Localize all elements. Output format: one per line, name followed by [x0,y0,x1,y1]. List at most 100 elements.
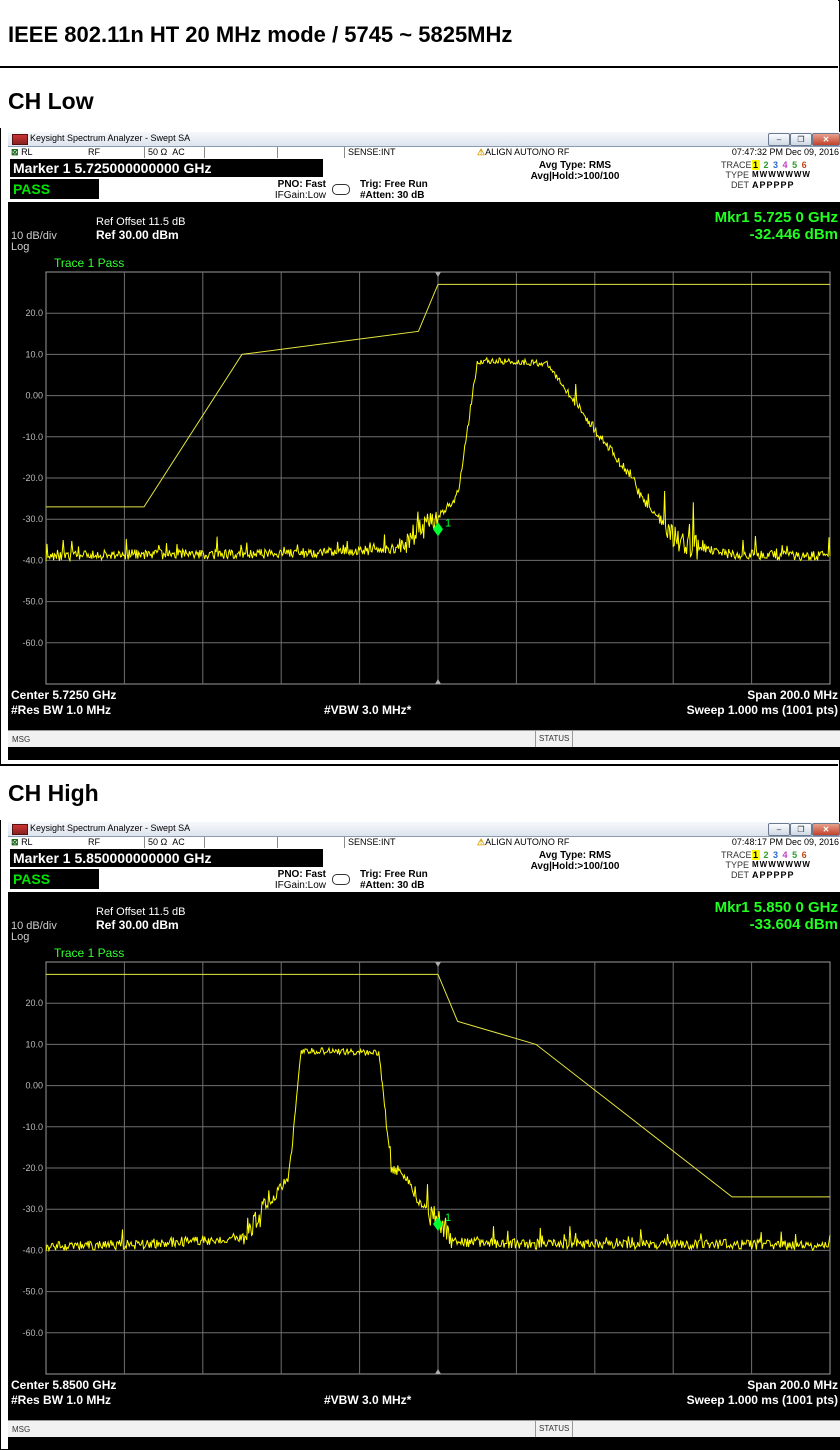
marker-readout: Marker 1 5.850000000000 GHz [10,849,323,867]
limit-line [46,283,830,508]
marker-level-readout: -33.604 dBm [749,916,838,933]
y-tick-label: -60.0 [22,638,43,648]
y-tick-label: -40.0 [22,1245,43,1255]
marker-freq-readout: Mkr1 5.725 0 GHz [714,209,838,226]
limit-line [46,973,830,1198]
center-freq: Center 5.8500 GHz [11,1378,117,1392]
impedance-label: 50 Ω AC [144,147,185,158]
center-marker-top [435,962,441,967]
trig-label: Trig: Free Run #Atten: 30 dB [360,179,428,201]
type-values: MWWWWWW [752,170,811,179]
log-label: Log [11,241,30,253]
center-marker-bottom [435,1369,441,1374]
marker-1-diamond [433,522,443,537]
ch-high-heading: CH High [8,780,99,806]
trig-label: Trig: Free Run #Atten: 30 dB [360,869,428,891]
trigger-loop-icon [332,874,350,885]
y-tick-label: -30.0 [22,1204,43,1214]
window-titlebar: Keysight Spectrum Analyzer - Swept SA – … [8,822,840,837]
y-tick-label: 20.0 [25,308,43,318]
trace-numbers: 1 2 3 4 5 6 [752,160,808,170]
minimize-button[interactable]: – [768,133,790,146]
span: Span 200.0 MHz [747,688,838,702]
spectrum-plot: 20.0 10.0 0.00 -10.0 -20.0 -30.0 -40.0 -50.0 -60… [22,961,831,1375]
rl-indicator: ⊠ RL [11,837,33,847]
trace-1-line [45,356,831,563]
res-bw: #Res BW 1.0 MHz [11,703,112,717]
y-tick-label: 0.00 [25,1081,43,1091]
pass-indicator: PASS [10,179,99,199]
marker-1-label: 1 [445,1212,451,1224]
center-freq: Center 5.7250 GHz [11,688,117,702]
status-label: STATUS [535,1421,574,1437]
impedance-label: 50 Ω AC [144,837,185,848]
blank-cell-2 [277,837,345,848]
timestamp: 07:48:17 PM Dec 09, 2016 [731,837,839,847]
y-tick-label: 20.0 [25,998,43,1008]
minimize-button[interactable]: – [768,823,790,836]
y-tick-label: -50.0 [22,1287,43,1297]
blank-cell-2 [277,147,345,158]
align-label: ⚠ALIGN AUTO/NO RF [477,147,570,157]
y-tick-label: -10.0 [22,1122,43,1132]
res-bw: #Res BW 1.0 MHz [11,1393,112,1407]
span: Span 200.0 MHz [747,1378,838,1392]
msg-label: MSG [12,1425,31,1434]
avg-label: Avg Type: RMS Avg|Hold:>100/100 [530,850,620,872]
app-icon [12,134,28,145]
message-bar: MSG STATUS [8,1420,840,1437]
marker-readout: Marker 1 5.725000000000 GHz [10,159,323,177]
sense-label: SENSE:INT [344,147,416,158]
marker-1-diamond [433,1217,443,1232]
blank-cell [204,837,278,848]
trace-numbers: 1 2 3 4 5 6 [752,850,808,860]
message-bar: MSG STATUS [8,730,840,747]
blank-cell [204,147,278,158]
analyzer-panel-ch-low: Keysight Spectrum Analyzer - Swept SA – … [8,132,840,760]
center-marker-top [435,272,441,277]
trace-pass-label: Trace 1 Pass [54,256,125,270]
y-tick-label: -20.0 [22,473,43,483]
ref-offset: Ref Offset 11.5 dB [96,216,186,228]
window-title: Keysight Spectrum Analyzer - Swept SA [30,133,191,143]
report-title-row: IEEE 802.11n HT 20 MHz mode / 5745 ~ 582… [0,0,838,68]
type-values: MWWWWWW [752,860,811,869]
marker-freq-readout: Mkr1 5.850 0 GHz [714,899,838,916]
ref-offset: Ref Offset 11.5 dB [96,906,186,918]
scale-label: 10 dB/div [11,230,57,242]
center-marker-bottom [435,679,441,684]
y-tick-label: 10.0 [25,349,43,359]
window-titlebar: Keysight Spectrum Analyzer - Swept SA – … [8,132,840,147]
sweep: Sweep 1.000 ms (1001 pts) [686,703,838,717]
y-tick-label: 10.0 [25,1039,43,1049]
avg-label: Avg Type: RMS Avg|Hold:>100/100 [530,160,620,182]
det-values: APPPPP [752,870,795,880]
vbw: #VBW 3.0 MHz* [324,703,412,717]
restore-button[interactable]: ❐ [790,133,812,146]
sweep: Sweep 1.000 ms (1001 pts) [686,1393,838,1407]
vbw: #VBW 3.0 MHz* [324,1393,412,1407]
y-tick-label: -10.0 [22,432,43,442]
y-tick-label: -30.0 [22,514,43,524]
control-area: Marker 1 5.850000000000 GHz PASS PNO: Fa… [8,848,840,892]
timestamp: 07:47:32 PM Dec 09, 2016 [731,147,839,157]
y-tick-label: 0.00 [25,391,43,401]
ch-low-heading-row: CH Low [0,68,838,128]
pno-label: PNO: Fast IFGain:Low [274,179,326,201]
report-title: IEEE 802.11n HT 20 MHz mode / 5745 ~ 582… [8,22,513,47]
scale-label: 10 dB/div [11,920,57,932]
close-button[interactable]: ✕ [812,133,840,146]
rl-indicator: ⊠ RL [11,147,33,157]
close-button[interactable]: ✕ [812,823,840,836]
rf-label: RF [88,837,100,847]
analyzer-panel-ch-high: Keysight Spectrum Analyzer - Swept SA – … [8,822,840,1450]
det-values: APPPPP [752,180,795,190]
sense-label: SENSE:INT [344,837,416,848]
pno-label: PNO: Fast IFGain:Low [274,869,326,891]
status-strip: ⊠ RL RF 50 Ω AC SENSE:INT ⚠ALIGN AUTO/NO… [8,837,840,848]
align-label: ⚠ALIGN AUTO/NO RF [477,837,570,847]
control-area: Marker 1 5.725000000000 GHz PASS PNO: Fa… [8,158,840,202]
y-tick-label: -40.0 [22,555,43,565]
restore-button[interactable]: ❐ [790,823,812,836]
y-tick-label: -60.0 [22,1328,43,1338]
